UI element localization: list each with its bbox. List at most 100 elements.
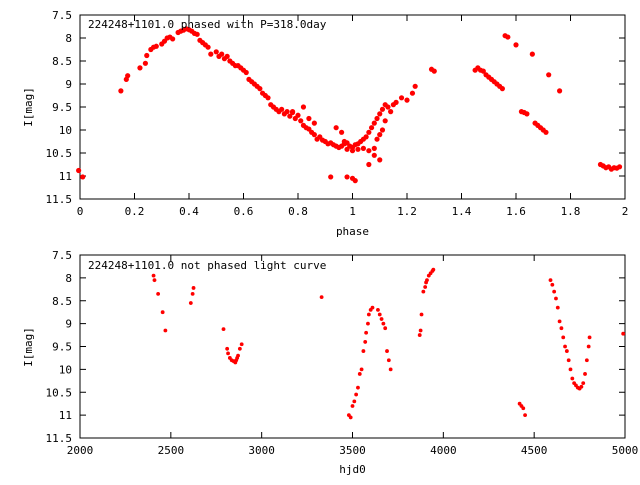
data-point <box>388 109 394 115</box>
data-point <box>366 161 372 168</box>
data-point <box>386 358 391 363</box>
data-point <box>546 72 552 78</box>
data-point <box>388 367 393 372</box>
y-tick-label: 10.5 <box>46 147 73 160</box>
data-point <box>226 351 230 356</box>
y-tick-label: 9 <box>65 318 72 331</box>
data-point <box>341 138 347 145</box>
data-point <box>352 178 358 184</box>
data-point <box>152 278 157 283</box>
data-point <box>163 328 168 333</box>
x-tick-label: 2500 <box>158 444 185 457</box>
data-point <box>359 367 364 372</box>
data-point <box>279 106 285 112</box>
data-point <box>80 174 86 180</box>
data-point <box>379 127 386 133</box>
data-point <box>371 145 377 151</box>
x-axis-label: hjd0 <box>339 463 366 476</box>
data-point <box>153 43 159 49</box>
data-point <box>295 112 301 118</box>
data-point <box>344 146 350 152</box>
data-point <box>160 310 165 315</box>
plot-frame <box>79 254 626 439</box>
x-tick-label: 1.6 <box>506 205 526 218</box>
y-axis-label: I[mag] <box>22 327 35 367</box>
data-point <box>513 42 519 48</box>
data-point <box>499 86 505 92</box>
data-point <box>219 51 225 57</box>
data-point <box>552 289 557 294</box>
y-tick-label: 9 <box>65 78 72 91</box>
x-tick-label: 1.2 <box>397 205 417 218</box>
y-tick-label: 8 <box>65 272 72 285</box>
x-tick-label: 0.4 <box>179 205 199 218</box>
data-point <box>559 326 564 331</box>
data-point <box>151 273 156 278</box>
data-point <box>311 120 317 126</box>
data-point <box>344 174 350 180</box>
data-point <box>381 321 386 326</box>
data-point <box>366 312 371 317</box>
data-point <box>363 134 369 140</box>
data-point <box>357 372 362 376</box>
y-axis-label: I[mag] <box>22 87 35 127</box>
data-point <box>393 99 399 105</box>
x-tick-label: 3000 <box>248 444 275 457</box>
data-point <box>524 111 530 117</box>
data-point <box>356 385 360 390</box>
x-tick-label: 4500 <box>521 444 548 457</box>
data-point <box>289 109 296 115</box>
data-point <box>374 115 380 122</box>
data-point <box>125 73 131 79</box>
data-point <box>239 342 244 347</box>
data-point <box>564 349 569 353</box>
data-point <box>616 164 623 170</box>
chart-title: 224248+1101.0 not phased light curve <box>88 259 326 272</box>
data-point <box>287 113 293 119</box>
data-point <box>379 106 386 112</box>
data-point <box>561 335 566 340</box>
data-point <box>300 104 307 110</box>
data-point <box>587 335 592 340</box>
data-point <box>417 333 422 337</box>
data-point <box>76 167 82 174</box>
y-tick-label: 8.5 <box>52 55 72 68</box>
chart-title: 224248+1101.0 phased with P=318.0day <box>88 18 327 31</box>
x-tick-label: 0.2 <box>125 205 145 218</box>
data-point <box>355 146 361 152</box>
x-axis-label: phase <box>336 225 369 238</box>
data-point <box>354 392 359 397</box>
data-point <box>360 145 366 151</box>
y-tick-label: 10 <box>59 363 72 376</box>
data-point <box>583 372 587 376</box>
data-point <box>170 36 176 42</box>
data-point <box>257 86 263 92</box>
data-point <box>363 340 368 344</box>
data-point <box>523 413 527 418</box>
data-point <box>319 295 324 299</box>
data-point <box>225 346 230 351</box>
data-point <box>521 406 526 411</box>
y-tick-label: 10 <box>59 124 72 137</box>
data-point <box>366 148 372 154</box>
data-point <box>311 132 317 138</box>
data-point <box>579 384 584 389</box>
data-point <box>306 115 312 122</box>
data-point <box>371 152 377 158</box>
data-point <box>156 291 161 296</box>
data-point <box>431 267 436 272</box>
data-point <box>194 31 200 37</box>
data-point <box>480 68 486 74</box>
y-tick-label: 11.5 <box>46 193 73 206</box>
y-tick-label: 11.5 <box>46 432 73 445</box>
data-point <box>328 174 334 180</box>
data-point <box>370 305 375 310</box>
data-point <box>368 125 375 131</box>
data-point <box>543 129 549 135</box>
x-tick-label: 0.6 <box>234 205 254 218</box>
data-point <box>366 129 372 135</box>
x-tick-label: 2 <box>622 205 629 218</box>
data-point <box>584 358 589 363</box>
